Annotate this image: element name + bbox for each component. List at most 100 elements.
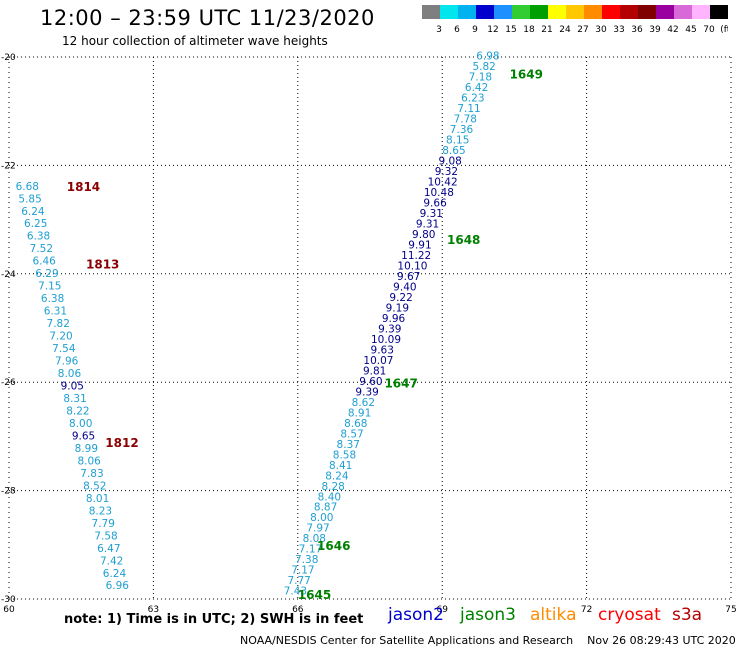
wave-height-value: 8.62 bbox=[352, 397, 375, 409]
wave-height-value: 7.83 bbox=[80, 468, 103, 480]
legend-label: 30 bbox=[595, 25, 607, 35]
wave-height-value: 6.23 bbox=[461, 93, 484, 105]
wave-height-value: 9.40 bbox=[393, 281, 416, 293]
wave-height-value: 7.38 bbox=[295, 554, 318, 566]
wave-height-value: 8.15 bbox=[446, 135, 469, 147]
legend-swatch bbox=[620, 5, 638, 19]
satellite-label-s3a: s3a bbox=[672, 605, 703, 625]
wave-height-value: 6.38 bbox=[27, 231, 50, 243]
legend-label: 6 bbox=[454, 25, 460, 35]
legend-label: 27 bbox=[577, 25, 588, 35]
wave-height-value: 8.00 bbox=[69, 418, 92, 430]
wave-height-value: 10.07 bbox=[363, 355, 393, 367]
legend-label: 36 bbox=[631, 25, 643, 35]
legend-swatch bbox=[458, 5, 476, 19]
chart-title: 12:00 – 23:59 UTC 11/23/2020 bbox=[40, 6, 375, 30]
wave-height-value: 5.85 bbox=[18, 193, 41, 205]
wave-height-value: 7.78 bbox=[454, 114, 477, 126]
legend-swatch bbox=[566, 5, 584, 19]
wave-height-value: 8.31 bbox=[63, 393, 86, 405]
wave-height-value: 6.42 bbox=[465, 82, 488, 94]
wave-height-value: 7.17 bbox=[299, 544, 322, 556]
wave-height-value: 8.01 bbox=[86, 493, 109, 505]
wave-height-value: 8.40 bbox=[318, 491, 341, 503]
wave-height-value: 6.96 bbox=[106, 580, 130, 592]
wave-height-value: 8.28 bbox=[321, 481, 344, 493]
wave-height-value: 9.08 bbox=[438, 156, 461, 168]
wave-height-value: 8.37 bbox=[337, 439, 360, 451]
wave-height-value: 7.58 bbox=[94, 530, 117, 542]
footnote: note: 1) Time is in UTC; 2) SWH is in fe… bbox=[64, 612, 364, 627]
wave-height-value: 7.82 bbox=[47, 318, 70, 330]
legend-label: 45 bbox=[685, 25, 696, 35]
y-tick-label: -20 bbox=[1, 53, 16, 63]
chart-subtitle: 12 hour collection of altimeter wave hei… bbox=[62, 34, 328, 48]
wave-height-value: 6.24 bbox=[21, 206, 45, 218]
wave-height-value: 8.06 bbox=[58, 368, 82, 380]
wave-height-value: 8.65 bbox=[442, 145, 465, 157]
x-tick-label: 60 bbox=[3, 605, 15, 615]
wave-height-value: 6.25 bbox=[24, 218, 47, 230]
wave-height-value: 10.48 bbox=[424, 187, 454, 199]
track-label: 1646 bbox=[317, 539, 350, 553]
wave-height-value: 6.68 bbox=[16, 181, 39, 193]
wave-height-value: 7.77 bbox=[287, 575, 310, 587]
wave-height-value: 6.38 bbox=[41, 293, 64, 305]
y-tick-label: -24 bbox=[1, 270, 16, 280]
wave-height-value: 8.06 bbox=[77, 455, 101, 467]
x-tick-label: 75 bbox=[725, 605, 736, 615]
wave-height-value: 9.63 bbox=[371, 344, 394, 356]
track-label: 1647 bbox=[384, 377, 417, 391]
legend-label: (ft) bbox=[720, 25, 728, 35]
wave-height-value: 7.52 bbox=[30, 243, 53, 255]
legend-label: 18 bbox=[523, 25, 535, 35]
satellite-label-jason3: jason3 bbox=[460, 605, 516, 625]
legend-swatch bbox=[530, 5, 548, 19]
legend-label: 42 bbox=[667, 25, 678, 35]
wave-height-value: 9.39 bbox=[355, 386, 378, 398]
wave-height-value: 10.42 bbox=[428, 177, 458, 189]
satellite-label-cryosat: cryosat bbox=[598, 605, 661, 625]
wave-height-value: 9.32 bbox=[435, 166, 458, 178]
legend-swatch bbox=[602, 5, 620, 19]
track-label: 1812 bbox=[105, 436, 138, 450]
wave-height-value: 8.68 bbox=[344, 418, 367, 430]
wave-height-value: 5.82 bbox=[472, 61, 495, 73]
legend-label: 33 bbox=[613, 25, 624, 35]
y-tick-label: -28 bbox=[1, 487, 16, 497]
legend-label: 9 bbox=[472, 25, 478, 35]
legend-swatch bbox=[638, 5, 656, 19]
wave-height-value: 9.39 bbox=[378, 323, 401, 335]
wave-height-value: 6.47 bbox=[97, 543, 120, 555]
wave-height-value: 9.60 bbox=[359, 376, 382, 388]
track-label: 1649 bbox=[510, 68, 543, 82]
wave-height-value: 7.43 bbox=[284, 586, 307, 598]
wave-height-value: 9.81 bbox=[363, 365, 386, 377]
wave-height-value: 9.67 bbox=[397, 271, 420, 283]
wave-height-value: 6.24 bbox=[103, 568, 127, 580]
x-tick-label: 66 bbox=[292, 605, 304, 615]
x-tick-label: 72 bbox=[581, 605, 592, 615]
wave-height-value: 6.31 bbox=[44, 306, 67, 318]
wave-height-value: 7.54 bbox=[52, 343, 76, 355]
wave-height-value: 8.41 bbox=[329, 460, 352, 472]
wave-height-value: 8.24 bbox=[325, 470, 349, 482]
y-tick-label: -30 bbox=[1, 595, 16, 605]
track-label: 1813 bbox=[86, 257, 119, 271]
wave-height-value: 8.08 bbox=[303, 533, 326, 545]
wave-height-value: 7.11 bbox=[457, 103, 480, 115]
x-tick-label: 69 bbox=[436, 605, 448, 615]
wave-height-value: 8.91 bbox=[348, 407, 371, 419]
wave-height-value: 7.42 bbox=[100, 555, 123, 567]
credit-line: NOAA/NESDIS Center for Satellite Applica… bbox=[240, 634, 736, 647]
wave-height-value: 7.96 bbox=[55, 356, 79, 368]
wave-height-value: 9.31 bbox=[420, 208, 443, 220]
wave-height-value: 8.57 bbox=[340, 428, 363, 440]
wave-height-value: 9.19 bbox=[386, 302, 409, 314]
wave-height-value: 9.91 bbox=[408, 240, 431, 252]
wave-height-value: 7.20 bbox=[49, 331, 72, 343]
wave-height-value: 8.52 bbox=[83, 480, 106, 492]
